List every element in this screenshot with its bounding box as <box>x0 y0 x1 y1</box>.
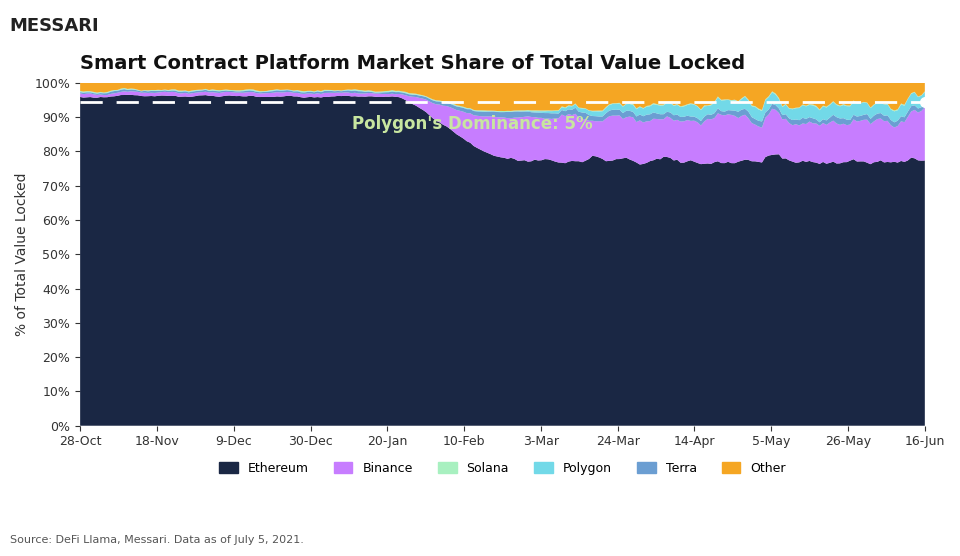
Text: MESSARI: MESSARI <box>10 17 99 34</box>
Text: Polygon's Dominance: 5%: Polygon's Dominance: 5% <box>351 115 592 133</box>
Y-axis label: % of Total Value Locked: % of Total Value Locked <box>15 172 29 336</box>
Text: Source: DeFi Llama, Messari. Data as of July 5, 2021.: Source: DeFi Llama, Messari. Data as of … <box>10 535 303 545</box>
Text: Smart Contract Platform Market Share of Total Value Locked: Smart Contract Platform Market Share of … <box>80 54 745 73</box>
Legend: Ethereum, Binance, Solana, Polygon, Terra, Other: Ethereum, Binance, Solana, Polygon, Terr… <box>213 456 792 481</box>
